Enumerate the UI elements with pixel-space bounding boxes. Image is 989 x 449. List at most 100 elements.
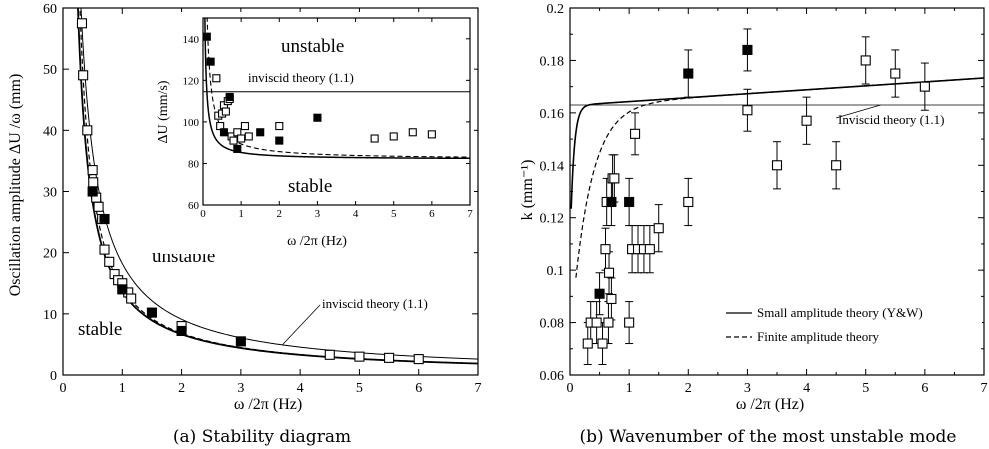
data-point: [609, 173, 620, 184]
panel-a-curves: [77, 8, 478, 365]
data-point: [176, 325, 187, 337]
inset-data-point: [427, 130, 436, 139]
data-point: [890, 68, 901, 79]
inset-xtick-label: 6: [429, 208, 435, 220]
data-point: [591, 317, 602, 328]
data-point: [99, 213, 110, 225]
inset-data-point: [244, 132, 253, 141]
inset-data-point: [202, 32, 211, 41]
data-point: [644, 244, 655, 255]
data-point: [582, 338, 593, 349]
panel-a-xtick-label: 0: [60, 381, 67, 396]
inviscid-curve: [80, 8, 478, 360]
panel-a-ytick-label: 20: [43, 247, 57, 262]
data-point: [603, 317, 614, 328]
legend: Small amplitude theory (Y&W) Finite ampl…: [726, 305, 923, 344]
panel-a-ytick-label: 30: [43, 186, 57, 201]
finite-amplitude-k-curve: [575, 77, 984, 278]
inset-data-point: [389, 132, 398, 141]
inset-xtick-label: 1: [238, 208, 244, 220]
panel-a-ytick-label: 60: [43, 2, 57, 17]
inset-region-stable: stable: [288, 176, 332, 197]
data-point: [606, 293, 617, 305]
inset-small-curve: [204, 18, 470, 160]
panel-b-ytick-label: 0.18: [540, 54, 565, 69]
data-point: [76, 18, 88, 29]
inset-data-point: [370, 134, 379, 143]
data-point: [600, 244, 611, 255]
data-point: [771, 160, 783, 171]
panel-b-ytick-label: 0.16: [540, 107, 565, 122]
inset-ytick-label: 60: [188, 200, 200, 212]
panel-b-ylabel: k (mm⁻¹): [519, 160, 536, 221]
inset-xtick-label: 3: [315, 208, 321, 220]
panel-b-xtick-label: 7: [981, 381, 988, 396]
inset-frame: [202, 17, 471, 206]
panel-b-xtick-label: 6: [921, 381, 928, 396]
finite-amplitude-curve: [79, 8, 478, 365]
panel-a-xtick-label: 3: [237, 381, 244, 396]
inset-data-point: [219, 128, 229, 137]
data-point: [742, 105, 753, 116]
legend-background: [720, 300, 982, 348]
data-point: [597, 338, 608, 349]
data-point: [324, 349, 335, 360]
inset-data-point: [408, 128, 417, 137]
inset-data-point: [275, 136, 284, 145]
inset-data-point: [237, 134, 246, 143]
data-point: [606, 196, 617, 208]
inset-data-point: [313, 113, 322, 122]
annotation-leader: [282, 304, 321, 346]
inset-data-point: [256, 128, 265, 137]
inset-data-point: [229, 136, 238, 145]
data-point: [801, 115, 812, 126]
panel-a-ytick-label: 10: [43, 308, 57, 323]
data-point: [630, 128, 641, 139]
panel-a-xtick-label: 2: [178, 381, 185, 396]
panel-b-xlabel: ω /2π (Hz): [736, 396, 804, 413]
inset-data-point: [221, 107, 230, 116]
panel-b-xtick-label: 0: [567, 381, 574, 396]
data-point: [594, 288, 605, 299]
panel-a-xtick-label: 7: [475, 381, 482, 396]
panel-b-ytick-label: 0.14: [540, 159, 565, 174]
inset-xlabel: ω /2π (Hz): [287, 234, 347, 249]
inset-inviscid-annotation: inviscid theory (1.1): [248, 70, 354, 85]
panel-b-xtick-label: 4: [803, 381, 810, 396]
region-label-stable: stable: [78, 319, 122, 340]
data-point: [919, 81, 930, 92]
inset-ytick-label: 100: [183, 117, 200, 129]
panel-b-xtick-label: 2: [685, 381, 692, 396]
inset-data-point: [225, 92, 234, 102]
data-point: [117, 284, 128, 295]
data-point: [742, 44, 753, 55]
inset-finite-curve: [206, 18, 470, 158]
data-point: [82, 125, 93, 136]
data-point: [78, 70, 89, 81]
inset-xtick-label: 7: [467, 208, 473, 220]
caption-a: (a) Stability diagram: [173, 427, 351, 447]
inset-region-unstable: unstable: [281, 36, 344, 57]
data-point: [683, 196, 694, 208]
inset-ytick-label: 80: [188, 158, 200, 170]
legend-label-finite: Finite amplitude theory: [757, 329, 880, 344]
inset-data-point: [206, 57, 215, 66]
data-point: [87, 165, 98, 176]
inset-marks: 0 1 2 3 4 5 6 7 60 80 100 120 140: [160, 12, 474, 254]
panel-b-xtick-label: 1: [626, 381, 633, 396]
data-point: [653, 223, 664, 234]
panel-a-xtick-label: 5: [356, 381, 363, 396]
panel-b-xtick-label: 3: [744, 381, 751, 396]
panel-b-ytick-label: 0.06: [540, 369, 565, 384]
inset-data-point: [240, 121, 250, 131]
data-point: [87, 186, 98, 197]
data-point: [624, 196, 635, 208]
panel-b-ytick-label: 0.08: [540, 317, 565, 332]
panel-b-ytick-label: 0.2: [547, 2, 565, 17]
panel-a-xlabel: ω /2π (Hz): [234, 396, 302, 413]
inset-xtick-label: 4: [353, 208, 359, 220]
panel-a-ytick-label: 40: [43, 124, 57, 139]
inset-xtick-label: 0: [200, 208, 206, 220]
